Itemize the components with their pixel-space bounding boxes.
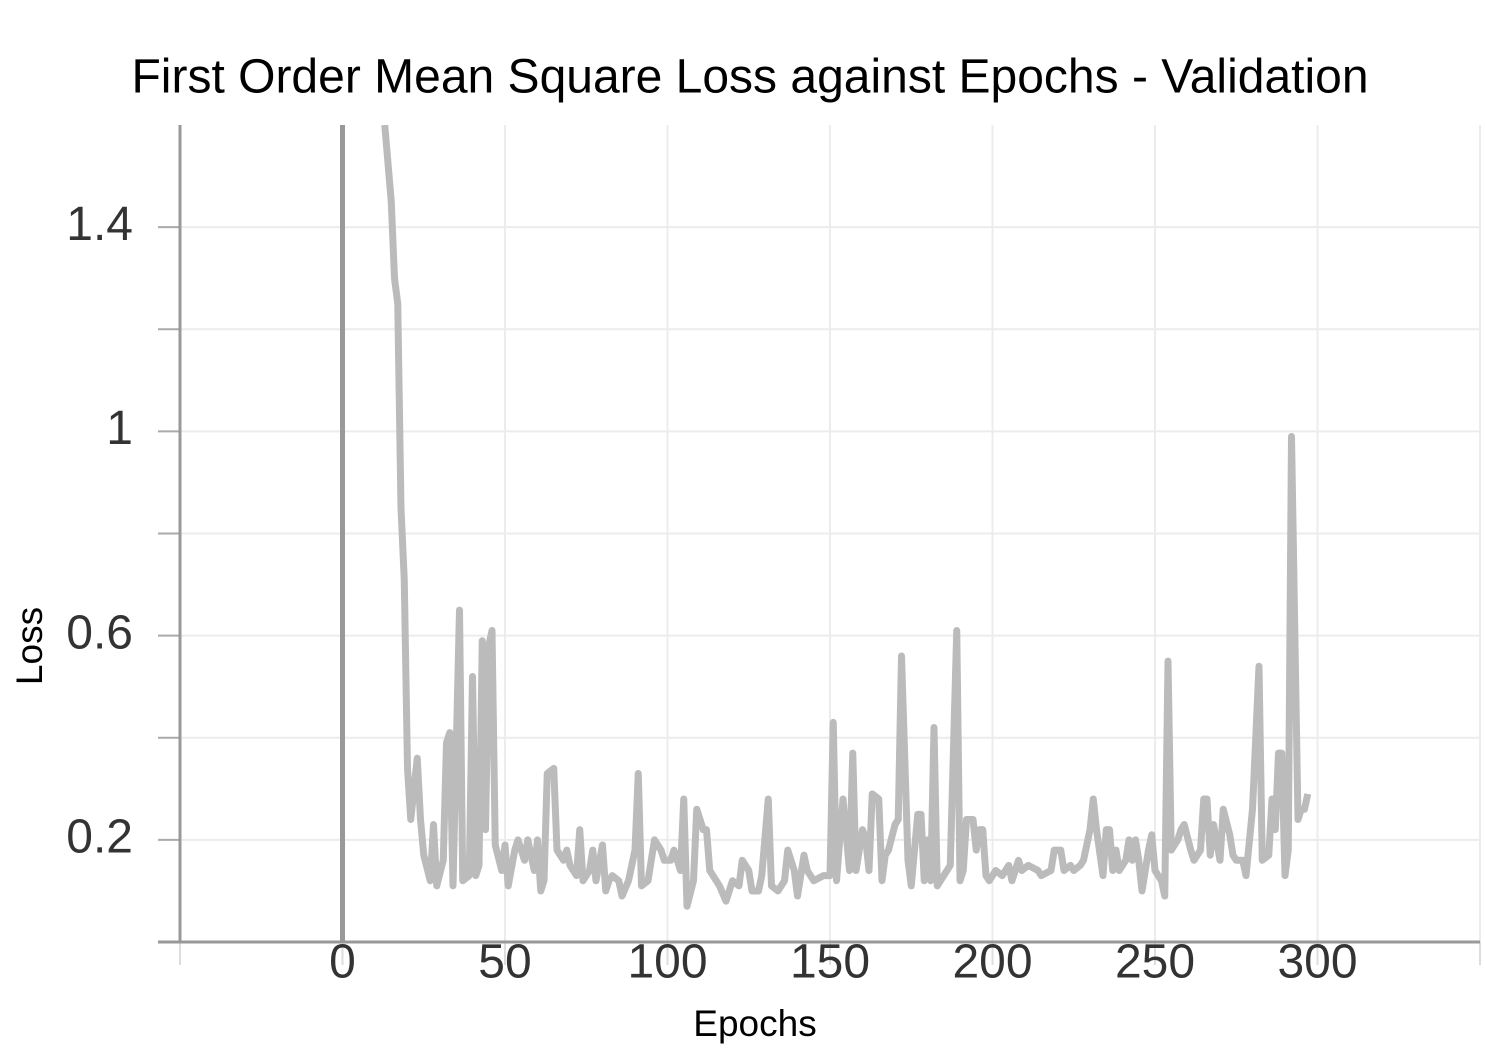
y-axis-label: Loss xyxy=(9,607,50,685)
x-axis-label: Epochs xyxy=(693,1003,816,1044)
x-tick-label: 0 xyxy=(329,936,356,989)
x-tick-label: 150 xyxy=(790,936,870,989)
plot-area xyxy=(381,125,1312,910)
x-tick-label: 200 xyxy=(952,936,1032,989)
y-tick-label: 1 xyxy=(106,402,133,455)
y-tick-label: 1.4 xyxy=(66,198,133,251)
y-tick-label: 0.6 xyxy=(66,606,133,659)
data-line xyxy=(381,125,1312,910)
y-tick-label: 0.2 xyxy=(66,811,133,864)
axes: 0.2 0.6 1 1.4 0 50 100 150 200 250 300 xyxy=(66,125,1481,989)
x-tick-label: 250 xyxy=(1115,936,1195,989)
x-tick-label: 50 xyxy=(478,936,531,989)
x-tick-label: 100 xyxy=(627,936,707,989)
x-tick-label: 300 xyxy=(1277,936,1357,989)
chart-title: First Order Mean Square Loss against Epo… xyxy=(131,51,1368,104)
